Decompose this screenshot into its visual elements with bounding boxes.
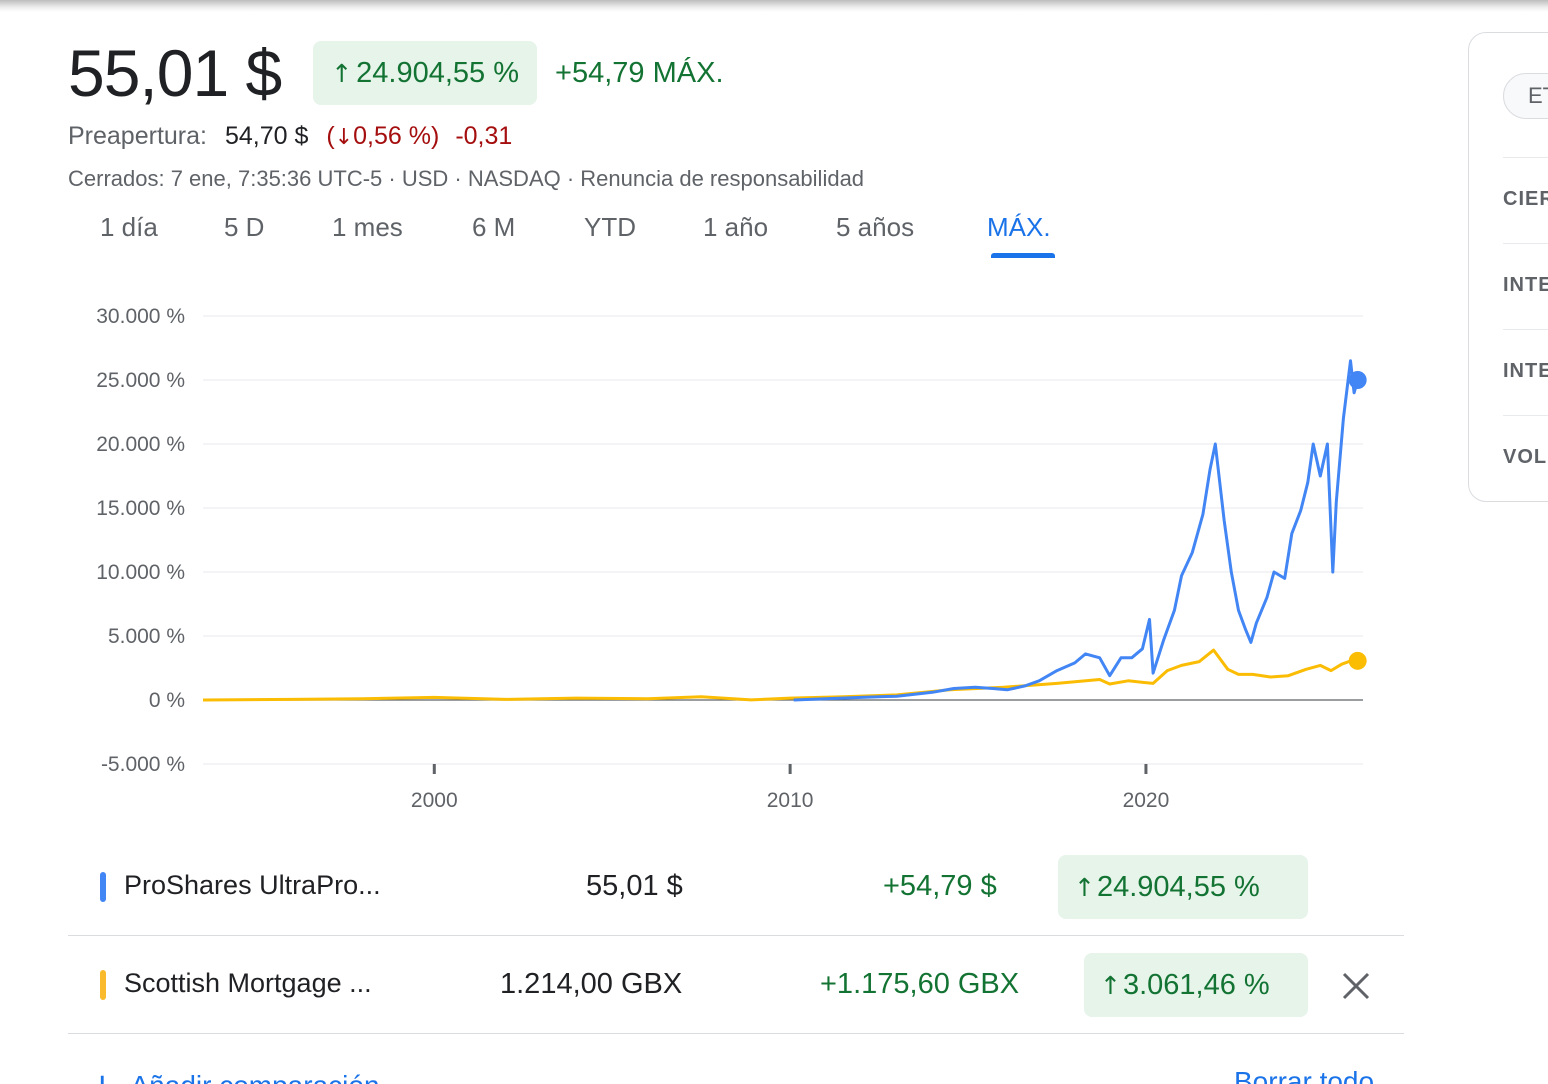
close-paren: ) <box>431 122 440 150</box>
comparison-percent-badge: ↑ 3.061,46 % <box>1084 953 1308 1017</box>
x-tick-label: 2020 <box>1123 789 1170 812</box>
tab-1-day[interactable]: 1 día <box>100 212 158 242</box>
premarket-line: Preapertura: 54,70 $ (↓0,56 %) -0,31 <box>68 122 512 151</box>
top-shadow <box>0 0 1548 12</box>
comparison-percent: 3.061,46 % <box>1122 968 1270 1001</box>
comparison-row[interactable]: Scottish Mortgage ... 1.214,00 GBX +1.17… <box>68 936 1404 1034</box>
side-row-label: VOL <box>1503 415 1548 501</box>
tab-max[interactable]: MÁX. <box>987 212 1051 242</box>
close-icon[interactable] <box>1340 970 1372 1002</box>
x-tick-label: 2010 <box>767 789 814 812</box>
current-price: 55,01 $ <box>68 36 282 110</box>
x-tick-label: 2000 <box>411 789 458 812</box>
arrow-up-icon: ↑ <box>1100 970 1121 1000</box>
price-comparison-chart[interactable]: 30.000 % 25.000 % 20.000 % 15.000 % 10.000 %… <box>60 290 1390 820</box>
y-tick-label: 0 % <box>149 689 185 712</box>
comparison-name: Scottish Mortgage ... <box>124 968 372 998</box>
active-tab-indicator <box>991 253 1055 258</box>
premarket-pct-value: 0,56 % <box>353 122 431 150</box>
tab-ytd[interactable]: YTD <box>584 212 636 242</box>
y-tick-label: 15.000 % <box>96 497 185 520</box>
series-endpoint <box>1348 371 1367 389</box>
side-details-panel: ET CIER INTE INTE VOL <box>1468 32 1548 502</box>
premarket-price: 54,70 $ <box>224 122 309 150</box>
quote-header: 55,01 $ ↑ 24.904,55 % +54,79 MÁX. <box>68 38 724 108</box>
comparison-row[interactable]: ProShares UltraPro... 55,01 $ +54,79 $ ↑… <box>68 838 1404 936</box>
side-row-label: INTE <box>1503 243 1548 329</box>
tab-6-months[interactable]: 6 M <box>472 212 516 242</box>
add-comparison-label: Añadir comparación <box>131 1070 380 1084</box>
arrow-up-icon: ↑ <box>1074 872 1095 902</box>
side-row-label: CIER <box>1503 157 1548 243</box>
tab-5-days[interactable]: 5 D <box>224 212 265 242</box>
y-tick-label: -5.000 % <box>101 753 185 776</box>
comparison-percent: 24.904,55 % <box>1096 870 1260 903</box>
percent-change-value: 24.904,55 % <box>356 56 520 89</box>
premarket-change: -0,31 <box>455 122 513 150</box>
side-row-label: INTE <box>1503 329 1548 415</box>
open-paren: ( <box>326 122 335 150</box>
comparison-percent-badge: ↑ 24.904,55 % <box>1058 855 1308 919</box>
comparison-name: ProShares UltraPro... <box>124 870 381 900</box>
bottom-actions: + Añadir comparación Borrar todo <box>0 1062 1548 1084</box>
y-tick-label: 30.000 % <box>96 305 185 328</box>
comparison-price: 1.214,00 GBX <box>500 968 683 1000</box>
series-color-bar <box>100 970 106 1000</box>
tab-1-year[interactable]: 1 año <box>703 212 769 242</box>
y-tick-label: 20.000 % <box>96 433 185 456</box>
clear-all-button[interactable]: Borrar todo <box>1234 1066 1375 1084</box>
y-tick-label: 5.000 % <box>108 625 185 648</box>
premarket-change-pct: (↓0,56 %) <box>326 122 439 151</box>
plus-icon: + <box>88 1066 117 1084</box>
y-tick-label: 10.000 % <box>96 561 185 584</box>
y-tick-label: 25.000 % <box>96 369 185 392</box>
market-status-line: Cerrados: 7 ene, 7:35:36 UTC-5 · USD · N… <box>68 166 865 191</box>
series-color-bar <box>100 872 106 902</box>
series-line <box>202 648 1358 702</box>
arrow-up-icon: ↑ <box>331 58 353 88</box>
series-endpoint <box>1348 651 1367 670</box>
percent-change-badge: ↑ 24.904,55 % <box>313 41 538 105</box>
comparison-price: 55,01 $ <box>586 870 683 902</box>
side-chip[interactable]: ET <box>1503 73 1548 119</box>
arrow-down-icon: ↓ <box>334 125 354 150</box>
premarket-label: Preapertura: <box>68 122 207 150</box>
comparison-change: +54,79 $ <box>883 870 997 902</box>
tab-1-month[interactable]: 1 mes <box>332 212 403 242</box>
absolute-change: +54,79 MÁX. <box>555 56 724 89</box>
comparison-change: +1.175,60 GBX <box>820 968 1020 1000</box>
add-comparison-button[interactable]: + Añadir comparación <box>88 1066 380 1084</box>
series-line <box>793 359 1360 702</box>
tab-5-years[interactable]: 5 años <box>836 212 915 242</box>
